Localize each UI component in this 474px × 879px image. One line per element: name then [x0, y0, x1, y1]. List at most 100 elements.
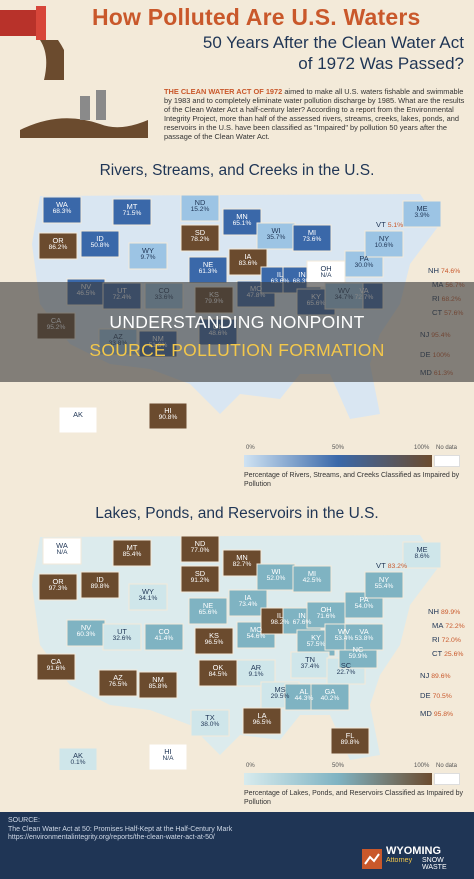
- side-abbr: NJ: [420, 671, 430, 680]
- state-tile-or[interactable]: [38, 232, 78, 260]
- state-abbr: PA: [359, 254, 369, 263]
- state-value: 96.5%: [252, 719, 272, 727]
- state-value: N/A: [56, 549, 68, 557]
- state-tile-ca[interactable]: [36, 653, 76, 681]
- state-tile-tn[interactable]: [290, 651, 330, 679]
- state-tile-mn[interactable]: [222, 549, 262, 577]
- side-abbr: MA: [432, 621, 444, 630]
- side-abbr: NH: [428, 266, 439, 275]
- state-value: 50.8%: [90, 242, 110, 250]
- state-abbr: NC: [352, 645, 364, 654]
- source-url[interactable]: https://environmentalintegrity.org/repor…: [8, 834, 215, 842]
- state-tile-wy[interactable]: [128, 242, 168, 270]
- state-abbr: CA: [50, 657, 62, 666]
- legend-min: 0%: [246, 763, 255, 769]
- state-abbr: ND: [194, 198, 206, 207]
- state-label-ar: AR 9.1%: [237, 664, 275, 679]
- state-value: 77.0%: [190, 547, 210, 555]
- state-tile-mn[interactable]: [222, 208, 262, 236]
- state-tile-nm[interactable]: [138, 671, 178, 699]
- state-value: 10.6%: [374, 242, 394, 250]
- state-tile-co[interactable]: [144, 623, 184, 651]
- state-tile-hi[interactable]: [148, 402, 188, 430]
- state-tile-mi[interactable]: [292, 224, 332, 252]
- state-abbr: IA: [244, 252, 252, 261]
- state-value: 29.5%: [270, 693, 290, 701]
- state-value: 73.6%: [302, 236, 322, 244]
- state-label-wi: WI 52.0%: [257, 568, 295, 583]
- overlay-line-1[interactable]: UNDERSTANDING NONPOINT: [109, 312, 365, 332]
- state-label-sc: SC 22.7%: [327, 662, 365, 677]
- side-abbr: MD: [420, 709, 432, 718]
- state-abbr: WV: [338, 627, 350, 636]
- state-value: 60.3%: [76, 631, 96, 639]
- state-label-nv: NV 60.3%: [67, 624, 105, 639]
- state-abbr: AZ: [113, 673, 123, 682]
- state-label-pa: PA 30.0%: [345, 255, 383, 270]
- state-abbr: ID: [96, 575, 104, 584]
- rivers-section-title: Rivers, Streams, and Creeks in the U.S.: [99, 162, 375, 179]
- state-value: 44.3%: [294, 695, 314, 703]
- state-label-ia: IA 83.6%: [229, 253, 267, 268]
- state-tile-ak[interactable]: [58, 406, 98, 434]
- state-tile-fl[interactable]: [330, 727, 370, 755]
- state-label-wy: WY 34.1%: [129, 588, 167, 603]
- state-tile-wa[interactable]: [42, 196, 82, 224]
- state-value: 76.5%: [108, 681, 128, 689]
- intro-body: aimed to make all U.S. waters fishable a…: [164, 87, 465, 141]
- state-label-mn: MN 82.7%: [223, 554, 261, 569]
- state-tile-nd[interactable]: [180, 535, 220, 563]
- state-tile-wy[interactable]: [128, 583, 168, 611]
- state-tile-me[interactable]: [402, 200, 442, 228]
- firm-logo[interactable]: WYOMING Attorney SNOW WASTE: [362, 845, 470, 875]
- state-tile-ak[interactable]: [58, 747, 98, 770]
- state-tile-mt[interactable]: [112, 198, 152, 226]
- state-value: 35.7%: [266, 234, 286, 242]
- state-value: 86.2%: [48, 244, 68, 252]
- state-tile-mt[interactable]: [112, 539, 152, 567]
- state-tile-me[interactable]: [402, 541, 442, 569]
- state-value: 37.4%: [300, 663, 320, 671]
- state-label-il: IL 98.2%: [261, 612, 299, 627]
- lakes-section-title: Lakes, Ponds, and Reservoirs in the U.S.: [95, 505, 379, 522]
- state-value: 96.5%: [204, 639, 224, 647]
- state-label-az: AZ 76.5%: [99, 674, 137, 689]
- state-label-nm: NM 85.8%: [139, 676, 177, 691]
- state-abbr: WI: [271, 226, 281, 235]
- state-tile-wi[interactable]: [256, 563, 296, 591]
- state-tile-va[interactable]: [344, 623, 384, 651]
- state-tile-az[interactable]: [98, 669, 138, 697]
- state-tile-ny[interactable]: [364, 230, 404, 258]
- state-abbr: OR: [52, 577, 64, 586]
- state-tile-sd[interactable]: [180, 565, 220, 593]
- state-tile-id[interactable]: [80, 230, 120, 258]
- state-tile-tx[interactable]: [190, 709, 230, 737]
- side-label-nj: NJ 89.6%: [420, 671, 451, 680]
- state-tile-mi[interactable]: [292, 565, 332, 593]
- logo-sub: Attorney: [386, 857, 413, 864]
- state-tile-nd[interactable]: [180, 194, 220, 222]
- state-value: 38.0%: [200, 721, 220, 729]
- state-tile-id[interactable]: [80, 571, 120, 599]
- state-abbr: HI: [164, 406, 172, 415]
- state-tile-ut[interactable]: [102, 623, 142, 651]
- state-tile-ok[interactable]: [198, 659, 238, 687]
- state-tile-ks[interactable]: [194, 627, 234, 655]
- overlay-line-2[interactable]: SOURCE POLLUTION FORMATION: [89, 340, 385, 360]
- state-value: 89.8%: [340, 739, 360, 747]
- state-tile-sd[interactable]: [180, 224, 220, 252]
- state-tile-ny[interactable]: [364, 571, 404, 599]
- state-label-pa: PA 54.0%: [345, 596, 383, 611]
- state-abbr: IN: [298, 611, 306, 620]
- state-tile-ne[interactable]: [188, 256, 228, 284]
- state-tile-wa[interactable]: [42, 537, 82, 565]
- state-tile-ne[interactable]: [188, 597, 228, 625]
- state-value: 54.6%: [246, 633, 266, 641]
- state-tile-hi[interactable]: [148, 743, 188, 770]
- side-value: 89.6%: [431, 673, 451, 680]
- state-value: 32.6%: [112, 635, 132, 643]
- state-label-ne: NE 61.3%: [189, 261, 227, 276]
- overlay-banner[interactable]: [0, 282, 474, 382]
- state-value: 55.4%: [374, 583, 394, 591]
- state-tile-or[interactable]: [38, 573, 78, 601]
